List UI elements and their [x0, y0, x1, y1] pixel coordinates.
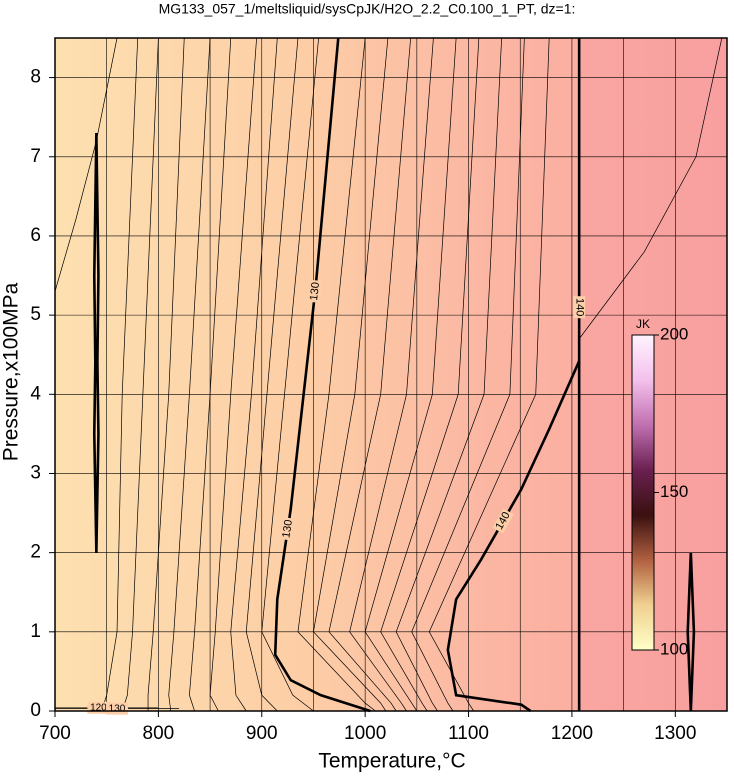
- x-tick-label: 800: [143, 723, 175, 744]
- contour-line: [245, 37, 299, 712]
- contour-line: [101, 37, 139, 712]
- contour-line: [209, 37, 257, 712]
- plot-background: [55, 38, 727, 711]
- contour-label: 130: [109, 703, 126, 714]
- y-tick-label: 3: [30, 462, 41, 483]
- y-tick-label: 2: [30, 542, 41, 563]
- y-axis-label: Pressure,x100MPa: [0, 282, 23, 461]
- contour-label: 130: [308, 282, 322, 302]
- contour-line: [411, 37, 525, 712]
- contour-line: [328, 37, 411, 712]
- y-tick-label: 4: [30, 383, 41, 404]
- y-tick-label: 6: [30, 225, 41, 246]
- chart-title: MG133_057_1/meltsliquid/sysCpJK/H2O_2.2_…: [159, 1, 576, 17]
- contour-line: [230, 37, 278, 712]
- contour-line: [446, 360, 581, 713]
- x-tick-label: 900: [246, 723, 278, 744]
- contour-line: [189, 37, 232, 712]
- contour-line: [578, 37, 723, 340]
- contour-line: [261, 37, 319, 712]
- y-tick-label: 7: [30, 146, 41, 167]
- contour-line: [92, 132, 100, 553]
- contour-line: [54, 37, 118, 292]
- contour-label: 120: [90, 702, 107, 713]
- contour-label: 130: [280, 519, 295, 539]
- y-tick-label: 1: [30, 621, 41, 642]
- contour-label-bg: [307, 279, 323, 303]
- contour-label-bg: [280, 517, 296, 541]
- contour-line: [380, 37, 480, 712]
- contour-line: [147, 37, 185, 711]
- contour-line: [121, 37, 159, 712]
- x-tick-label: 1100: [448, 723, 489, 744]
- contour-line: [686, 552, 696, 712]
- x-axis-label: Temperature,°C: [318, 750, 465, 773]
- contour-label: 140: [573, 298, 585, 316]
- x-tick-label: 700: [39, 723, 71, 744]
- x-tick-label: 1200: [551, 723, 593, 744]
- contour-line: [428, 37, 550, 712]
- contour-line: [364, 37, 457, 712]
- contour-line: [168, 37, 211, 712]
- y-tick-label: 0: [30, 700, 41, 721]
- contour-line: [349, 37, 434, 712]
- contour-line: [297, 37, 376, 712]
- colorbar: [631, 334, 655, 651]
- contour-line: [273, 37, 371, 713]
- contour-label-bg: [492, 508, 514, 534]
- colorbar-label: JK: [636, 317, 650, 331]
- colorbar-tick-label: 200: [660, 324, 688, 343]
- contour-line: [313, 37, 389, 712]
- colorbar-tick-label: 100: [660, 639, 688, 658]
- y-tick-label: 5: [30, 304, 41, 325]
- x-tick-label: 1000: [344, 723, 386, 744]
- contour-line: [395, 37, 502, 712]
- plot-frame: [54, 37, 728, 712]
- y-tick-label: 8: [30, 67, 41, 88]
- colorbar-tick-label: 150: [660, 482, 688, 501]
- x-tick-label: 1300: [654, 723, 696, 744]
- contour-label-bg: [573, 296, 586, 319]
